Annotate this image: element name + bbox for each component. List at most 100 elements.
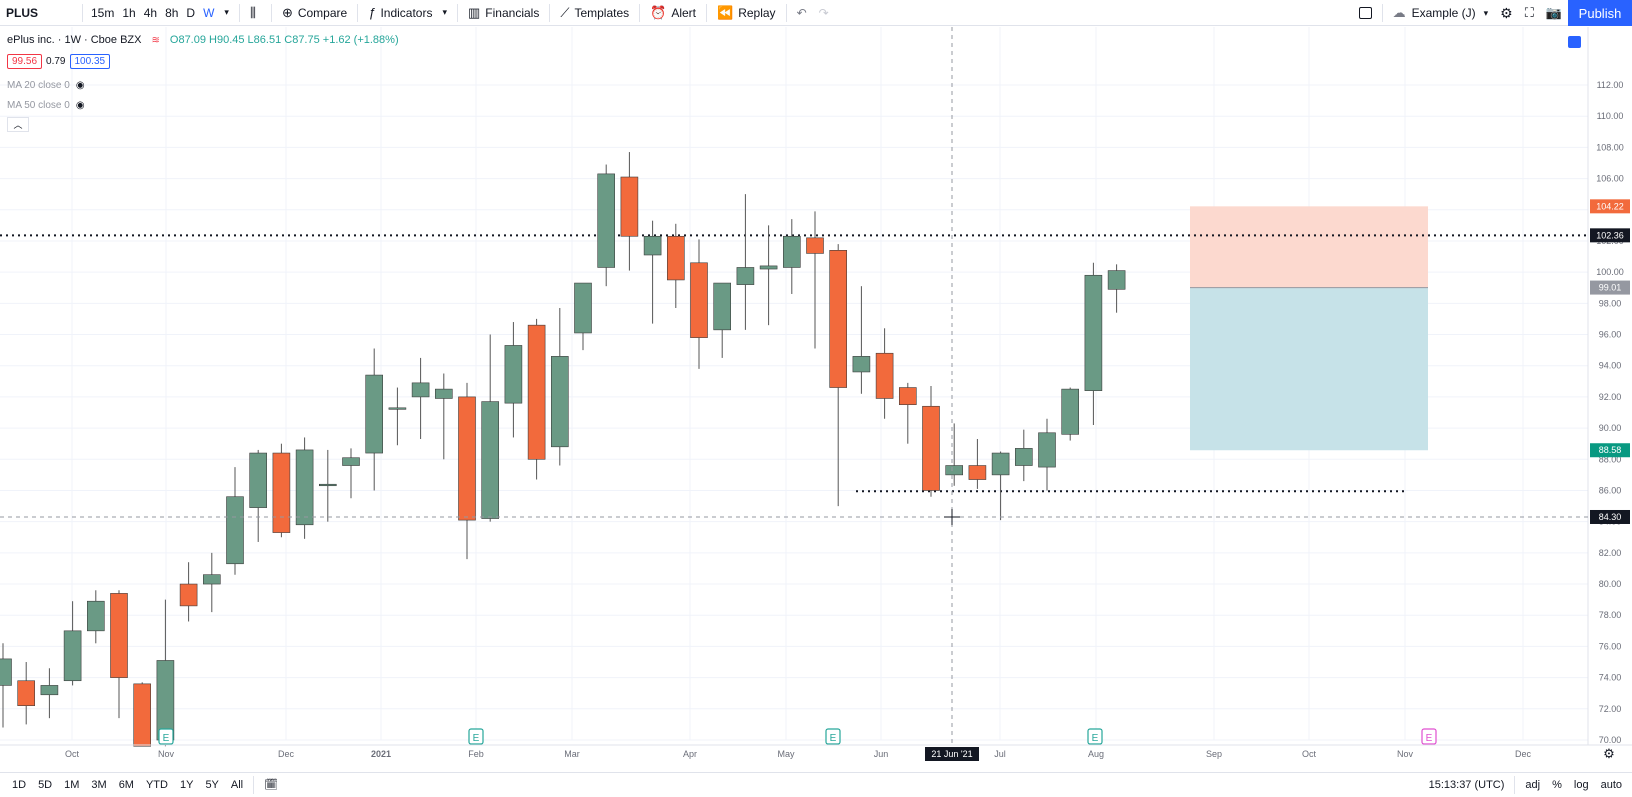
candle-up (759, 225, 778, 326)
y-tick-label: 70.00 (1599, 735, 1622, 745)
candle-up (713, 282, 732, 358)
range-1y[interactable]: 1Y (179, 778, 194, 791)
log-toggle[interactable]: log (1573, 779, 1589, 791)
redo-button[interactable]: ↷ (813, 0, 835, 26)
symbol-search[interactable]: PLUS (6, 5, 39, 20)
y-tick-label: 74.00 (1599, 673, 1622, 683)
chart-type-button[interactable]: ⫼ (244, 0, 267, 26)
interval-4h[interactable]: 4h (143, 5, 158, 20)
undo-button[interactable]: ↶ (791, 0, 813, 26)
range-6m[interactable]: 6M (118, 778, 134, 791)
candle-body (87, 600, 105, 632)
gear-icon[interactable]: ⚙ (1603, 746, 1615, 761)
candle-body (481, 401, 500, 519)
candle-body (1061, 388, 1079, 435)
range-5y[interactable]: 5Y (205, 778, 219, 791)
candle-body (1084, 274, 1103, 391)
financials-button[interactable]: ▥ Financials (462, 0, 545, 26)
publish-button[interactable]: Publish (1568, 0, 1632, 26)
target-price-tag[interactable]: 88.58 (1590, 443, 1630, 458)
resistance-price-tag[interactable]: 102.36 (1590, 228, 1630, 243)
candle-body (318, 483, 337, 487)
price-axis[interactable]: 112.00110.00108.00106.00104.00102.00100.… (1568, 27, 1630, 745)
adj-toggle[interactable]: adj (1525, 779, 1541, 791)
interval-d[interactable]: D (186, 5, 196, 20)
fullscreen-layout-button[interactable] (1353, 0, 1378, 26)
position-tool[interactable] (1190, 206, 1428, 451)
entry-price-tag[interactable]: 99.01 (1590, 280, 1630, 295)
interval-w[interactable]: W (203, 5, 215, 20)
horizontal-levels[interactable] (0, 234, 1588, 493)
scale-toggle-icon[interactable] (1568, 36, 1581, 48)
candle-body (434, 388, 453, 399)
replay-button[interactable]: ⏪ Replay (711, 0, 782, 26)
earnings-marker[interactable]: E (1087, 728, 1103, 745)
clock-time[interactable]: 15:13:37 (UTC) (1428, 779, 1505, 791)
interval-8h[interactable]: 8h (165, 5, 179, 20)
templates-button[interactable]: ⟋ Templates (554, 0, 635, 26)
range-ytd[interactable]: YTD (145, 778, 168, 791)
buy-button[interactable]: 100.35 (69, 54, 111, 69)
earnings-marker[interactable]: E (825, 728, 841, 745)
range-1m[interactable]: 1M (64, 778, 80, 791)
financials-label: Financials (485, 5, 540, 20)
eye-hidden-icon[interactable]: ◉ (75, 80, 85, 91)
candle-body (852, 356, 871, 373)
range-3m[interactable]: 3M (91, 778, 107, 791)
indicators-button[interactable]: ƒ Indicators ▾ (362, 0, 453, 26)
compare-button[interactable]: ⊕ Compare (276, 0, 353, 26)
divider (639, 3, 641, 22)
take-profit-zone[interactable] (1190, 287, 1428, 451)
templates-icon: ⟋ (560, 4, 570, 20)
range-all[interactable]: All (230, 778, 244, 791)
candle-up (388, 387, 407, 446)
auto-toggle[interactable]: auto (1600, 779, 1622, 791)
chevron-down-icon: ▾ (1483, 7, 1489, 18)
eye-hidden-icon[interactable]: ◉ (75, 100, 85, 111)
sell-button[interactable]: 99.56 (7, 54, 43, 69)
y-tick-label: 108.00 (1596, 142, 1624, 152)
percent-toggle[interactable]: % (1552, 779, 1562, 791)
earnings-marker[interactable]: E (468, 728, 484, 745)
candle-body (922, 405, 940, 491)
earnings-marker[interactable]: E (1421, 728, 1437, 745)
candle-body (249, 452, 267, 508)
interval-15m[interactable]: 15m (91, 5, 115, 20)
fullscreen-button[interactable]: ⛶ (1519, 0, 1540, 26)
divider (549, 3, 551, 22)
interval-1h[interactable]: 1h (122, 5, 136, 20)
collapse-legend-button[interactable]: ︿ (7, 117, 29, 132)
layout-selector[interactable]: ☁ Example (J) ▾ (1387, 0, 1495, 26)
toolbar-right: ☁ Example (J) ▾ ⚙ ⛶ 📷 (1353, 0, 1568, 26)
y-tick-label: 78.00 (1599, 610, 1622, 620)
chevron-up-icon: ︿ (13, 120, 23, 130)
y-tick-label: 86.00 (1599, 485, 1622, 495)
range-1d[interactable]: 1D (12, 778, 27, 791)
price-chart[interactable]: E E E E E 112.00110.00108.00106.00104.00102.… (0, 27, 1632, 772)
earnings-marker[interactable]: E (158, 728, 174, 745)
interval-dropdown[interactable]: ▾ (218, 0, 235, 26)
time-axis[interactable]: Oct Nov Dec 2021 Feb Mar Apr May Jun Jul Aug Sep Oct… (0, 744, 1632, 761)
stop-loss-zone[interactable] (1190, 206, 1428, 288)
target-price-tag-bg (1590, 443, 1630, 458)
entry-price-tag-bg (1590, 280, 1630, 295)
candle-up (481, 334, 500, 522)
market-status-icon: ≋ (151, 34, 160, 46)
earnings-letter: E (163, 733, 170, 744)
ma50-legend[interactable]: MA 50 close 0 ◉ (7, 100, 85, 111)
stop-price-tag[interactable]: 104.22 (1590, 199, 1630, 214)
candle-up (87, 590, 105, 644)
range-5d[interactable]: 5D (38, 778, 53, 791)
earnings-letter: E (830, 733, 837, 744)
ma20-legend[interactable]: MA 20 close 0 ◉ (7, 80, 85, 91)
snapshot-button[interactable]: 📷 (1540, 0, 1568, 26)
y-tick-label: 76.00 (1599, 641, 1622, 651)
x-tick-label: Nov (158, 749, 175, 759)
symbol-title[interactable]: ePlus inc. · 1W · Cboe BZX (7, 34, 142, 46)
alert-button[interactable]: ⏰ Alert (644, 0, 702, 26)
settings-button[interactable]: ⚙ (1494, 0, 1519, 26)
candle-down (968, 439, 987, 489)
crosshair-price-tag[interactable]: 84.30 (1590, 509, 1630, 524)
goto-date-button[interactable]: 🗓 (258, 778, 284, 791)
